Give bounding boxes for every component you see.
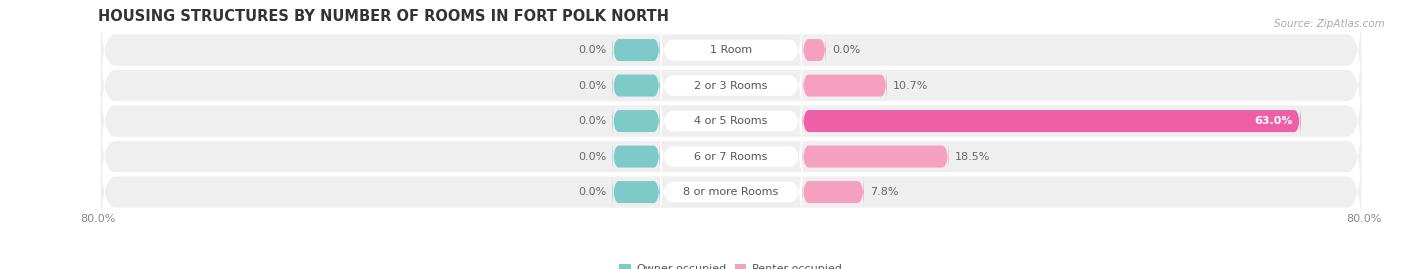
- FancyBboxPatch shape: [101, 144, 1361, 240]
- Text: 18.5%: 18.5%: [955, 151, 990, 162]
- FancyBboxPatch shape: [613, 68, 659, 103]
- FancyBboxPatch shape: [101, 2, 1361, 98]
- Text: 7.8%: 7.8%: [870, 187, 898, 197]
- FancyBboxPatch shape: [101, 37, 1361, 134]
- FancyBboxPatch shape: [803, 68, 887, 103]
- Text: 6 or 7 Rooms: 6 or 7 Rooms: [695, 151, 768, 162]
- Text: 1 Room: 1 Room: [710, 45, 752, 55]
- FancyBboxPatch shape: [613, 33, 659, 68]
- FancyBboxPatch shape: [101, 73, 1361, 169]
- Text: 8 or more Rooms: 8 or more Rooms: [683, 187, 779, 197]
- Text: 63.0%: 63.0%: [1254, 116, 1292, 126]
- FancyBboxPatch shape: [101, 108, 1361, 205]
- Text: 0.0%: 0.0%: [578, 80, 606, 91]
- FancyBboxPatch shape: [613, 104, 659, 139]
- Text: 0.0%: 0.0%: [578, 116, 606, 126]
- Text: 2 or 3 Rooms: 2 or 3 Rooms: [695, 80, 768, 91]
- FancyBboxPatch shape: [659, 78, 803, 164]
- Text: 0.0%: 0.0%: [578, 187, 606, 197]
- FancyBboxPatch shape: [803, 139, 949, 174]
- FancyBboxPatch shape: [803, 33, 825, 68]
- Text: 0.0%: 0.0%: [578, 151, 606, 162]
- FancyBboxPatch shape: [659, 114, 803, 200]
- Text: HOUSING STRUCTURES BY NUMBER OF ROOMS IN FORT POLK NORTH: HOUSING STRUCTURES BY NUMBER OF ROOMS IN…: [98, 9, 669, 24]
- FancyBboxPatch shape: [613, 175, 659, 210]
- Text: 10.7%: 10.7%: [893, 80, 928, 91]
- FancyBboxPatch shape: [803, 175, 863, 210]
- Legend: Owner-occupied, Renter-occupied: Owner-occupied, Renter-occupied: [614, 260, 848, 269]
- FancyBboxPatch shape: [659, 43, 803, 129]
- FancyBboxPatch shape: [613, 139, 659, 174]
- FancyBboxPatch shape: [659, 7, 803, 93]
- FancyBboxPatch shape: [659, 149, 803, 235]
- Text: 4 or 5 Rooms: 4 or 5 Rooms: [695, 116, 768, 126]
- Text: 0.0%: 0.0%: [578, 45, 606, 55]
- FancyBboxPatch shape: [803, 104, 1301, 139]
- Text: 0.0%: 0.0%: [832, 45, 860, 55]
- Text: Source: ZipAtlas.com: Source: ZipAtlas.com: [1274, 19, 1385, 29]
